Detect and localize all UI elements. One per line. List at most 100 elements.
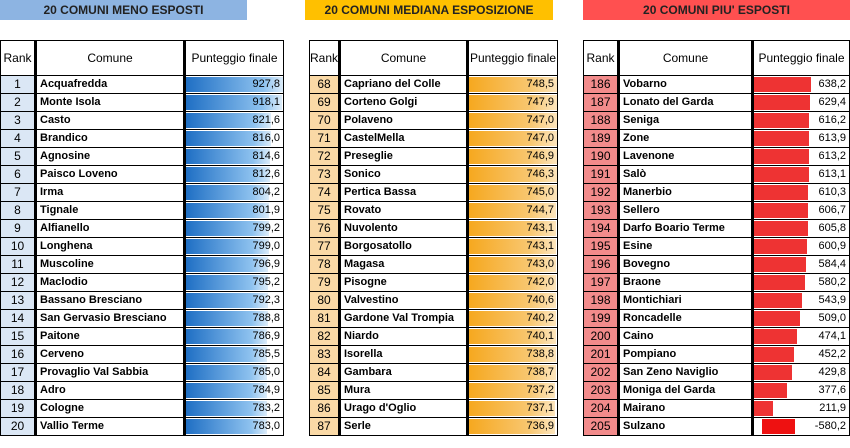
score-cell: 452,2 (751, 345, 850, 364)
comune-cell: Darfo Boario Terme (618, 219, 753, 238)
score-cell: 509,0 (751, 309, 850, 328)
comune-cell: Isorella (339, 345, 468, 364)
score-value: 740,6 (526, 294, 554, 306)
score-cell: 795,2 (183, 273, 284, 292)
rank-cell: 20 (0, 417, 37, 436)
score-value: 927,8 (252, 78, 280, 90)
table-row: 84 Gambara 738,7 (309, 363, 558, 382)
comune-cell: Roncadelle (618, 309, 753, 328)
score-bar (186, 95, 283, 110)
comune-cell: Esine (618, 237, 753, 256)
rank-cell: 18 (0, 381, 37, 400)
score-value: 742,0 (526, 276, 554, 288)
score-cell: 792,3 (183, 291, 284, 310)
score-value: 745,0 (526, 186, 554, 198)
score-bar (186, 257, 269, 272)
score-bar (469, 95, 557, 110)
score-bar (186, 293, 269, 308)
rank-cell: 16 (0, 345, 37, 364)
score-bar (754, 401, 773, 416)
score-cell: 801,9 (183, 201, 284, 220)
score-cell: 743,1 (466, 237, 558, 256)
score-value: 740,2 (526, 312, 554, 324)
score-cell: 799,0 (183, 237, 284, 256)
header-score: Punteggio finale (183, 40, 284, 76)
score-cell: 783,2 (183, 399, 284, 418)
comune-cell: Montichiari (618, 291, 753, 310)
table-meno-esposti: Rank Comune Punteggio finale 1 Acquafredd… (0, 40, 284, 436)
score-bar (469, 149, 557, 164)
table-row: 86 Urago d'Oglio 737,1 (309, 399, 558, 418)
score-cell: 737,2 (466, 381, 558, 400)
score-value: 743,1 (526, 222, 554, 234)
score-cell: 799,2 (183, 219, 284, 238)
score-value: 600,9 (818, 240, 846, 252)
rank-cell: 6 (0, 165, 37, 184)
comune-cell: Agnosine (35, 147, 185, 166)
score-cell: 616,2 (751, 111, 850, 130)
rank-cell: 2 (0, 93, 37, 112)
rank-cell: 4 (0, 129, 37, 148)
score-bar (754, 329, 797, 344)
score-value: 638,2 (818, 78, 846, 90)
score-value: 377,6 (818, 384, 846, 396)
score-value: 629,4 (818, 96, 846, 108)
comune-cell: Gardone Val Trompia (339, 309, 468, 328)
score-value: 783,0 (252, 420, 280, 432)
score-value: 606,7 (818, 204, 846, 216)
score-cell: 816,0 (183, 129, 284, 148)
table-row: 200 Caino 474,1 (583, 327, 850, 346)
score-cell: 613,1 (751, 165, 850, 184)
score-cell: 737,1 (466, 399, 558, 418)
score-value: 743,1 (526, 240, 554, 252)
rank-cell: 199 (583, 309, 620, 328)
score-bar (469, 365, 557, 380)
comune-cell: Provaglio Val Sabbia (35, 363, 185, 382)
score-bar (754, 95, 811, 110)
score-value: 613,1 (818, 168, 846, 180)
score-cell: 743,1 (466, 219, 558, 238)
rank-cell: 1 (0, 75, 37, 94)
comune-cell: Tignale (35, 201, 185, 220)
score-bar (469, 347, 557, 362)
score-cell: 747,0 (466, 111, 558, 130)
rank-cell: 186 (583, 75, 620, 94)
score-bar (469, 329, 557, 344)
score-value: 747,9 (526, 96, 554, 108)
score-bar (186, 77, 283, 92)
score-bar (754, 257, 807, 272)
table-row: 77 Borgosatollo 743,1 (309, 237, 558, 256)
section-title-piu-esposti: 20 COMUNI PIU' ESPOSTI (583, 0, 850, 20)
score-value: 605,8 (818, 222, 846, 234)
score-bar (469, 257, 557, 272)
score-cell: 812,6 (183, 165, 284, 184)
table-row: 192 Manerbio 610,3 (583, 183, 850, 202)
score-cell: 746,9 (466, 147, 558, 166)
table-row: 19 Cologne 783,2 (0, 399, 284, 418)
score-cell: 785,5 (183, 345, 284, 364)
score-cell: 629,4 (751, 93, 850, 112)
score-cell: 784,9 (183, 381, 284, 400)
table-row: 8 Tignale 801,9 (0, 201, 284, 220)
rank-cell: 80 (309, 291, 341, 310)
comune-cell: Muscoline (35, 255, 185, 274)
score-bar (754, 203, 809, 218)
table-row: 205 Sulzano -580,2 (583, 417, 850, 436)
rank-cell: 198 (583, 291, 620, 310)
score-cell: 740,1 (466, 327, 558, 346)
rank-cell: 200 (583, 327, 620, 346)
score-cell: -580,2 (751, 417, 850, 436)
score-cell: 918,1 (183, 93, 284, 112)
score-cell: 740,6 (466, 291, 558, 310)
score-value: 801,9 (252, 204, 280, 216)
rank-cell: 10 (0, 237, 37, 256)
comune-cell: Salò (618, 165, 753, 184)
score-cell: 740,2 (466, 309, 558, 328)
rank-cell: 69 (309, 93, 341, 112)
score-cell: 814,6 (183, 147, 284, 166)
table-row: 194 Darfo Boario Terme 605,8 (583, 219, 850, 238)
comune-cell: Gambara (339, 363, 468, 382)
rank-cell: 3 (0, 111, 37, 130)
score-cell: 584,4 (751, 255, 850, 274)
rank-cell: 85 (309, 381, 341, 400)
